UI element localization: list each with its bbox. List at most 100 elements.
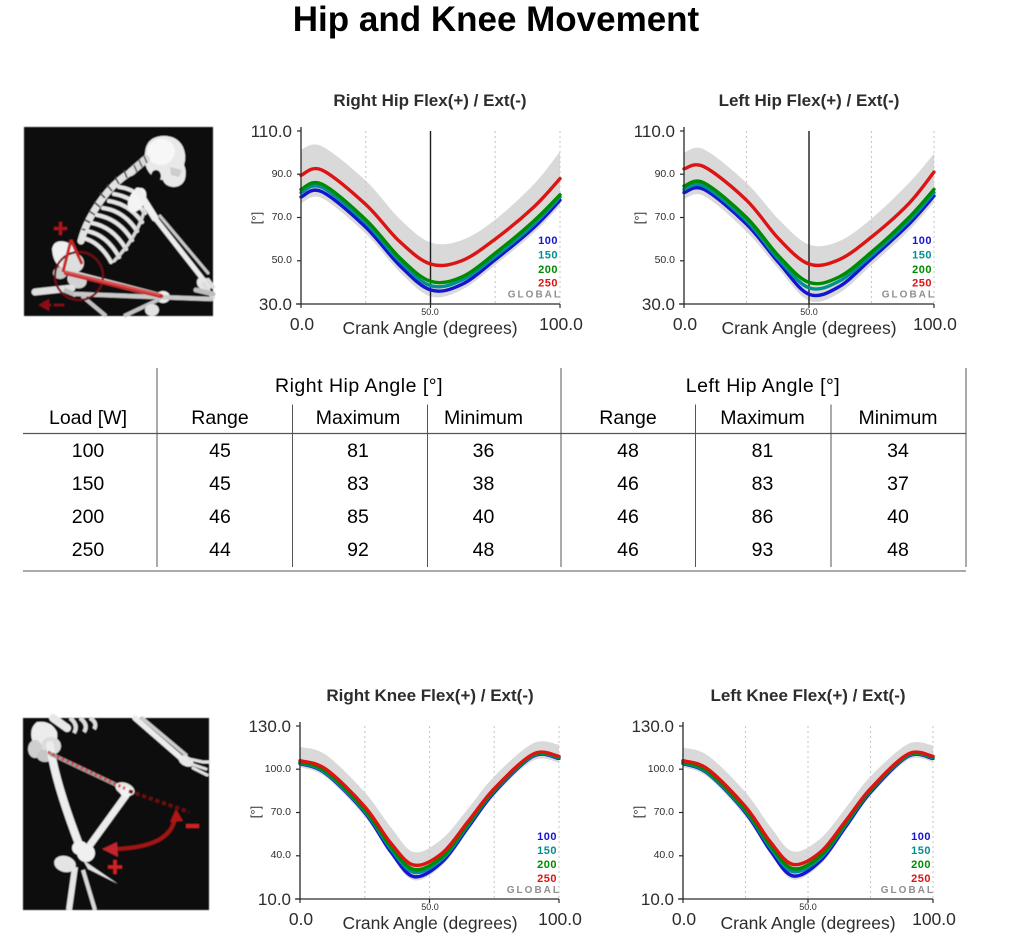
svg-text:Right Knee Flex(+) / Ext(-): Right Knee Flex(+) / Ext(-) bbox=[326, 686, 533, 705]
svg-text:Range: Range bbox=[599, 407, 656, 429]
svg-text:40: 40 bbox=[887, 506, 909, 528]
svg-text:[°]: [°] bbox=[248, 806, 263, 818]
svg-text:[°]: [°] bbox=[632, 212, 647, 224]
svg-text:48: 48 bbox=[617, 440, 639, 462]
svg-text:48: 48 bbox=[473, 539, 495, 561]
svg-text:45: 45 bbox=[209, 440, 231, 462]
svg-text:200: 200 bbox=[538, 264, 558, 276]
svg-text:45: 45 bbox=[209, 473, 231, 495]
svg-text:100: 100 bbox=[911, 831, 931, 843]
svg-text:Crank Angle (degrees): Crank Angle (degrees) bbox=[720, 913, 895, 933]
svg-text:90.0: 90.0 bbox=[272, 168, 293, 180]
svg-text:85: 85 bbox=[347, 506, 369, 528]
svg-text:Hip and Knee Movement: Hip and Knee Movement bbox=[293, 0, 700, 39]
svg-text:70.0: 70.0 bbox=[271, 806, 292, 818]
svg-text:130.0: 130.0 bbox=[631, 717, 674, 736]
svg-text:100: 100 bbox=[537, 831, 557, 843]
svg-text:46: 46 bbox=[617, 539, 639, 561]
svg-text:50.0: 50.0 bbox=[421, 902, 439, 912]
svg-text:200: 200 bbox=[911, 859, 931, 871]
svg-text:48: 48 bbox=[887, 539, 909, 561]
svg-text:150: 150 bbox=[538, 250, 558, 262]
svg-text:Right Hip Flex(+) / Ext(-): Right Hip Flex(+) / Ext(-) bbox=[333, 91, 526, 110]
svg-text:Crank Angle (degrees): Crank Angle (degrees) bbox=[342, 913, 517, 933]
svg-text:70.0: 70.0 bbox=[655, 211, 676, 223]
svg-text:100.0: 100.0 bbox=[648, 763, 674, 775]
svg-text:110.0: 110.0 bbox=[251, 122, 292, 141]
svg-text:200: 200 bbox=[72, 506, 105, 528]
svg-text:83: 83 bbox=[347, 473, 369, 495]
svg-text:Load [W]: Load [W] bbox=[49, 407, 127, 429]
svg-text:250: 250 bbox=[537, 873, 557, 885]
svg-text:Crank Angle (degrees): Crank Angle (degrees) bbox=[721, 318, 896, 338]
svg-text:200: 200 bbox=[912, 264, 932, 276]
svg-text:[°]: [°] bbox=[631, 806, 646, 818]
svg-text:GLOBAL: GLOBAL bbox=[508, 290, 562, 301]
svg-text:200: 200 bbox=[537, 859, 557, 871]
svg-text:70.0: 70.0 bbox=[654, 806, 675, 818]
svg-text:70.0: 70.0 bbox=[272, 211, 293, 223]
svg-text:46: 46 bbox=[209, 506, 231, 528]
svg-text:Crank Angle (degrees): Crank Angle (degrees) bbox=[342, 318, 517, 338]
svg-text:37: 37 bbox=[887, 473, 909, 495]
svg-text:50.0: 50.0 bbox=[800, 307, 818, 317]
svg-text:50.0: 50.0 bbox=[655, 254, 676, 266]
svg-text:100.0: 100.0 bbox=[912, 909, 956, 929]
svg-text:93: 93 bbox=[752, 539, 774, 561]
svg-text:40: 40 bbox=[473, 506, 495, 528]
svg-text:Right Hip Angle [°]: Right Hip Angle [°] bbox=[275, 375, 443, 397]
svg-text:150: 150 bbox=[911, 845, 931, 857]
svg-text:100: 100 bbox=[912, 235, 932, 247]
svg-text:Left Knee Flex(+) / Ext(-): Left Knee Flex(+) / Ext(-) bbox=[710, 686, 905, 705]
svg-text:40.0: 40.0 bbox=[654, 849, 675, 861]
svg-text:0.0: 0.0 bbox=[673, 314, 698, 334]
svg-text:Left Hip Angle [°]: Left Hip Angle [°] bbox=[686, 375, 840, 397]
svg-text:0.0: 0.0 bbox=[672, 909, 697, 929]
svg-text:Minimum: Minimum bbox=[444, 407, 523, 429]
svg-text:Range: Range bbox=[191, 407, 248, 429]
svg-text:40.0: 40.0 bbox=[271, 849, 292, 861]
svg-text:50.0: 50.0 bbox=[799, 902, 817, 912]
svg-text:150: 150 bbox=[537, 845, 557, 857]
svg-text:250: 250 bbox=[72, 539, 105, 561]
svg-text:81: 81 bbox=[347, 440, 369, 462]
svg-text:250: 250 bbox=[538, 278, 558, 290]
svg-text:10.0: 10.0 bbox=[258, 890, 291, 909]
svg-text:Minimum: Minimum bbox=[858, 407, 937, 429]
svg-text:150: 150 bbox=[72, 473, 105, 495]
svg-text:100.0: 100.0 bbox=[913, 314, 957, 334]
svg-text:Maximum: Maximum bbox=[316, 407, 401, 429]
svg-text:50.0: 50.0 bbox=[421, 307, 439, 317]
svg-text:92: 92 bbox=[347, 539, 369, 561]
svg-text:100.0: 100.0 bbox=[539, 314, 583, 334]
svg-text:50.0: 50.0 bbox=[272, 254, 293, 266]
svg-text:30.0: 30.0 bbox=[259, 295, 292, 314]
svg-text:83: 83 bbox=[752, 473, 774, 495]
svg-text:46: 46 bbox=[617, 506, 639, 528]
svg-text:GLOBAL: GLOBAL bbox=[881, 885, 935, 896]
svg-text:44: 44 bbox=[209, 539, 231, 561]
svg-text:250: 250 bbox=[912, 278, 932, 290]
svg-text:[°]: [°] bbox=[249, 212, 264, 224]
svg-text:46: 46 bbox=[617, 473, 639, 495]
svg-text:Left Hip Flex(+) / Ext(-): Left Hip Flex(+) / Ext(-) bbox=[719, 91, 900, 110]
svg-text:0.0: 0.0 bbox=[289, 909, 314, 929]
svg-text:81: 81 bbox=[752, 440, 774, 462]
svg-text:38: 38 bbox=[473, 473, 495, 495]
svg-text:GLOBAL: GLOBAL bbox=[882, 290, 936, 301]
svg-text:30.0: 30.0 bbox=[642, 295, 675, 314]
svg-text:150: 150 bbox=[912, 250, 932, 262]
svg-text:36: 36 bbox=[473, 440, 495, 462]
svg-text:GLOBAL: GLOBAL bbox=[507, 885, 561, 896]
svg-text:100.0: 100.0 bbox=[538, 909, 582, 929]
svg-text:110.0: 110.0 bbox=[634, 122, 675, 141]
svg-text:250: 250 bbox=[911, 873, 931, 885]
svg-text:100.0: 100.0 bbox=[265, 763, 291, 775]
svg-text:Maximum: Maximum bbox=[720, 407, 805, 429]
svg-text:90.0: 90.0 bbox=[655, 168, 676, 180]
svg-text:130.0: 130.0 bbox=[248, 717, 291, 736]
svg-text:0.0: 0.0 bbox=[290, 314, 315, 334]
svg-text:86: 86 bbox=[752, 506, 774, 528]
svg-text:100: 100 bbox=[538, 235, 558, 247]
svg-text:34: 34 bbox=[887, 440, 909, 462]
